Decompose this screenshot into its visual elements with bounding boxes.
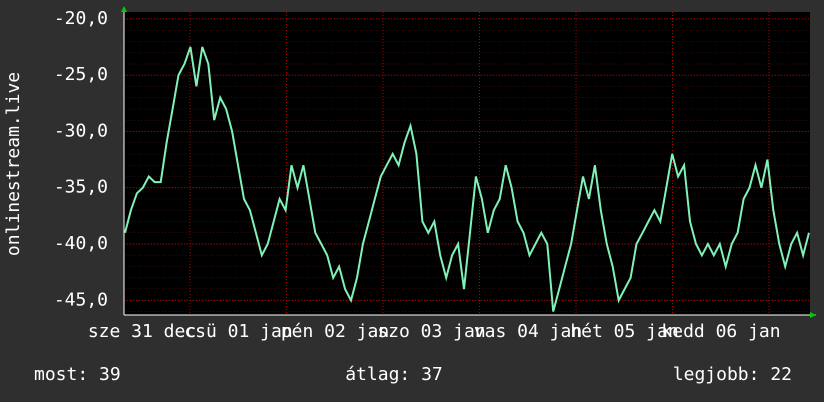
footer-max: legjobb: 22 bbox=[673, 364, 792, 385]
y-tick-label: -25,0 bbox=[54, 64, 108, 85]
x-arrow bbox=[810, 312, 816, 318]
data-line bbox=[124, 46, 810, 312]
x-tick-label: csü 01 jan bbox=[184, 321, 292, 342]
x-tick-label: sze 31 dec bbox=[88, 321, 196, 342]
y-tick-label: -20,0 bbox=[54, 8, 108, 29]
footer-average: átlag: 37 bbox=[345, 364, 443, 385]
y-tick-label: -30,0 bbox=[54, 120, 108, 141]
y-axis-label: onlinestream.live bbox=[3, 72, 24, 256]
y-tick-label: -45,0 bbox=[54, 289, 108, 310]
y-tick-label: -35,0 bbox=[54, 177, 108, 198]
y-tick-label: -40,0 bbox=[54, 233, 108, 254]
x-tick-label: hét 05 jan bbox=[570, 321, 678, 342]
x-tick-label: pén 02 jan bbox=[281, 321, 389, 342]
x-tick-label: vas 04 jan bbox=[474, 321, 582, 342]
x-tick-label: szo 03 jan bbox=[377, 321, 485, 342]
y-arrow bbox=[121, 6, 127, 12]
x-tick-label: kedd 06 jan bbox=[661, 321, 780, 342]
footer-now: most: 39 bbox=[34, 364, 121, 385]
